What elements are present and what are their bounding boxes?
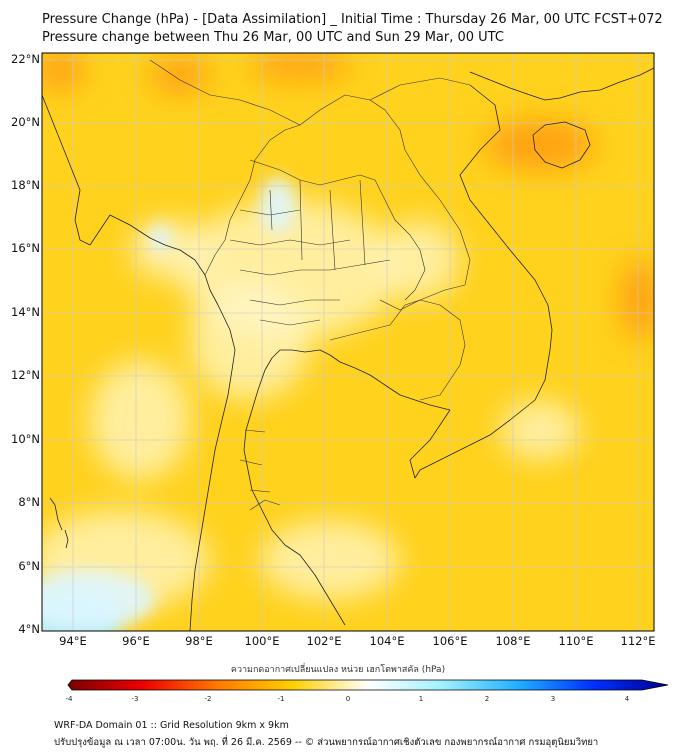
lon-label-108e: 108°E <box>495 634 531 648</box>
lat-label-6n: 6°N <box>18 559 40 573</box>
border-north <box>149 59 301 126</box>
lon-label-112e: 112°E <box>620 634 656 648</box>
lat-label-12n: 12°N <box>11 368 40 382</box>
coastline-malay-east <box>243 369 346 626</box>
lat-label-14n: 14°N <box>11 305 40 319</box>
lat-label-20n: 20°N <box>11 115 40 129</box>
colorbar-tick: -3 <box>131 695 139 703</box>
coastline-cambodia <box>339 361 451 411</box>
country-borders <box>149 59 471 511</box>
border-thailand-malaysia <box>249 499 281 511</box>
colorbar-tick: 4 <box>624 695 630 703</box>
border-myanmar-thailand <box>204 124 301 276</box>
lat-label-8n: 8°N <box>18 495 40 509</box>
colorbar-tick: -2 <box>204 695 212 703</box>
border-thailand-laos <box>299 174 426 301</box>
lat-label-18n: 18°N <box>11 178 40 192</box>
lon-label-102e: 102°E <box>306 634 342 648</box>
colorbar-tick: 3 <box>550 695 556 703</box>
map-subtitle: Pressure change between Thu 26 Mar, 00 U… <box>42 30 504 45</box>
andaman-islands <box>49 497 63 531</box>
lat-label-10n: 10°N <box>11 432 40 446</box>
lon-label-94e: 94°E <box>59 634 87 648</box>
coastline-vietnam <box>409 84 553 479</box>
footer-update-info: ปรับปรุงข้อมูล ณ เวลา 07:00น. วัน พฤ. ที… <box>54 737 599 748</box>
colorbar-tick: 1 <box>418 695 424 703</box>
coastline-south-china <box>469 67 654 101</box>
pressure-field <box>42 53 654 631</box>
coastline-myanmar <box>42 94 196 261</box>
colorbar-tick: -1 <box>277 695 285 703</box>
border-cambodia <box>329 299 466 401</box>
coastline-hainan <box>532 121 591 169</box>
coastlines <box>42 67 654 631</box>
footer-model-info: WRF-DA Domain 01 :: Grid Resolution 9km … <box>54 720 289 731</box>
lon-label-96e: 96°E <box>122 634 150 648</box>
lat-label-22n: 22°N <box>11 52 40 66</box>
lon-label-110e: 110°E <box>558 634 594 648</box>
lon-label-106e: 106°E <box>432 634 468 648</box>
map-frame <box>41 52 655 632</box>
map-title: Pressure Change (hPa) - [Data Assimilati… <box>42 12 663 27</box>
lon-label-98e: 98°E <box>185 634 213 648</box>
graticule <box>42 53 654 631</box>
lon-label-104e: 104°E <box>369 634 405 648</box>
colorbar-tick: 0 <box>345 695 351 703</box>
lon-label-100e: 100°E <box>244 634 280 648</box>
coastline-upper-gulf <box>264 349 341 371</box>
lat-label-4n: 4°N <box>18 622 40 636</box>
colorbar-title: ความกดอากาศเปลี่ยนแปลง หน่วย เฮกโตพาสคัล… <box>230 665 446 675</box>
colorbar-tick: -4 <box>65 695 73 703</box>
lat-label-16n: 16°N <box>11 241 40 255</box>
colorbar <box>67 679 669 691</box>
border-laos <box>299 94 471 311</box>
coastline-malay-west <box>189 259 236 631</box>
colorbar-tick: 2 <box>484 695 490 703</box>
